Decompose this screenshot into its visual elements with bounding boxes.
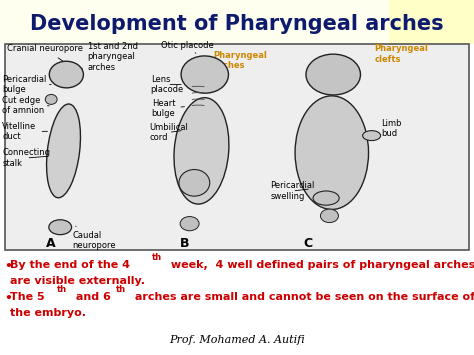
Text: A: A	[46, 237, 56, 250]
Ellipse shape	[180, 217, 199, 231]
Ellipse shape	[181, 56, 228, 93]
Text: th: th	[116, 285, 126, 294]
Text: The 5: The 5	[10, 292, 45, 302]
Text: th: th	[152, 253, 162, 262]
Text: are visible externally.: are visible externally.	[10, 276, 146, 286]
Text: Cranial neuropore: Cranial neuropore	[7, 44, 83, 61]
Text: Pharyngeal
clefts: Pharyngeal clefts	[374, 44, 428, 64]
Text: •: •	[4, 292, 12, 305]
Ellipse shape	[45, 94, 57, 104]
Text: th: th	[57, 285, 67, 294]
Ellipse shape	[320, 209, 338, 223]
Text: Pericardial
bulge: Pericardial bulge	[2, 75, 51, 94]
FancyBboxPatch shape	[0, 44, 474, 355]
Text: Development of Pharyngeal arches: Development of Pharyngeal arches	[30, 14, 444, 34]
Ellipse shape	[313, 191, 339, 205]
Ellipse shape	[49, 61, 83, 88]
Text: 1st and 2nd
pharyngeal
arches: 1st and 2nd pharyngeal arches	[82, 42, 137, 72]
Text: the embryo.: the embryo.	[10, 308, 86, 318]
Text: C: C	[303, 237, 313, 250]
Text: By the end of the 4: By the end of the 4	[10, 260, 130, 270]
Text: Prof. Mohamed A. Autifi: Prof. Mohamed A. Autifi	[169, 335, 305, 345]
Text: Umbilical
cord: Umbilical cord	[149, 123, 188, 142]
Text: Lens
placode: Lens placode	[151, 75, 184, 94]
Text: Pericardial
swelling: Pericardial swelling	[270, 181, 315, 201]
Text: B: B	[180, 237, 190, 250]
Text: Otic placode: Otic placode	[161, 41, 214, 53]
Text: Vitelline
duct: Vitelline duct	[2, 122, 47, 141]
Ellipse shape	[174, 98, 229, 204]
Ellipse shape	[306, 54, 361, 95]
Text: Heart
bulge: Heart bulge	[152, 99, 184, 118]
Text: Pharyngeal
arches: Pharyngeal arches	[213, 51, 267, 70]
Ellipse shape	[363, 131, 381, 141]
Text: Connecting
stalk: Connecting stalk	[2, 148, 50, 168]
Text: week,  4 well defined pairs of pharyngeal arches: week, 4 well defined pairs of pharyngeal…	[167, 260, 474, 270]
FancyBboxPatch shape	[389, 0, 474, 44]
Text: Caudal
neuropore: Caudal neuropore	[72, 226, 116, 250]
FancyBboxPatch shape	[5, 44, 469, 250]
Ellipse shape	[295, 96, 368, 209]
Ellipse shape	[46, 104, 81, 198]
Text: •: •	[4, 260, 12, 273]
Text: Cut edge
of amnion: Cut edge of amnion	[2, 96, 49, 115]
Ellipse shape	[49, 220, 72, 235]
Text: arches are small and cannot be seen on the surface of: arches are small and cannot be seen on t…	[131, 292, 474, 302]
Text: Limb
bud: Limb bud	[374, 119, 402, 138]
FancyBboxPatch shape	[0, 0, 474, 44]
Ellipse shape	[179, 170, 210, 196]
Text: and 6: and 6	[72, 292, 111, 302]
